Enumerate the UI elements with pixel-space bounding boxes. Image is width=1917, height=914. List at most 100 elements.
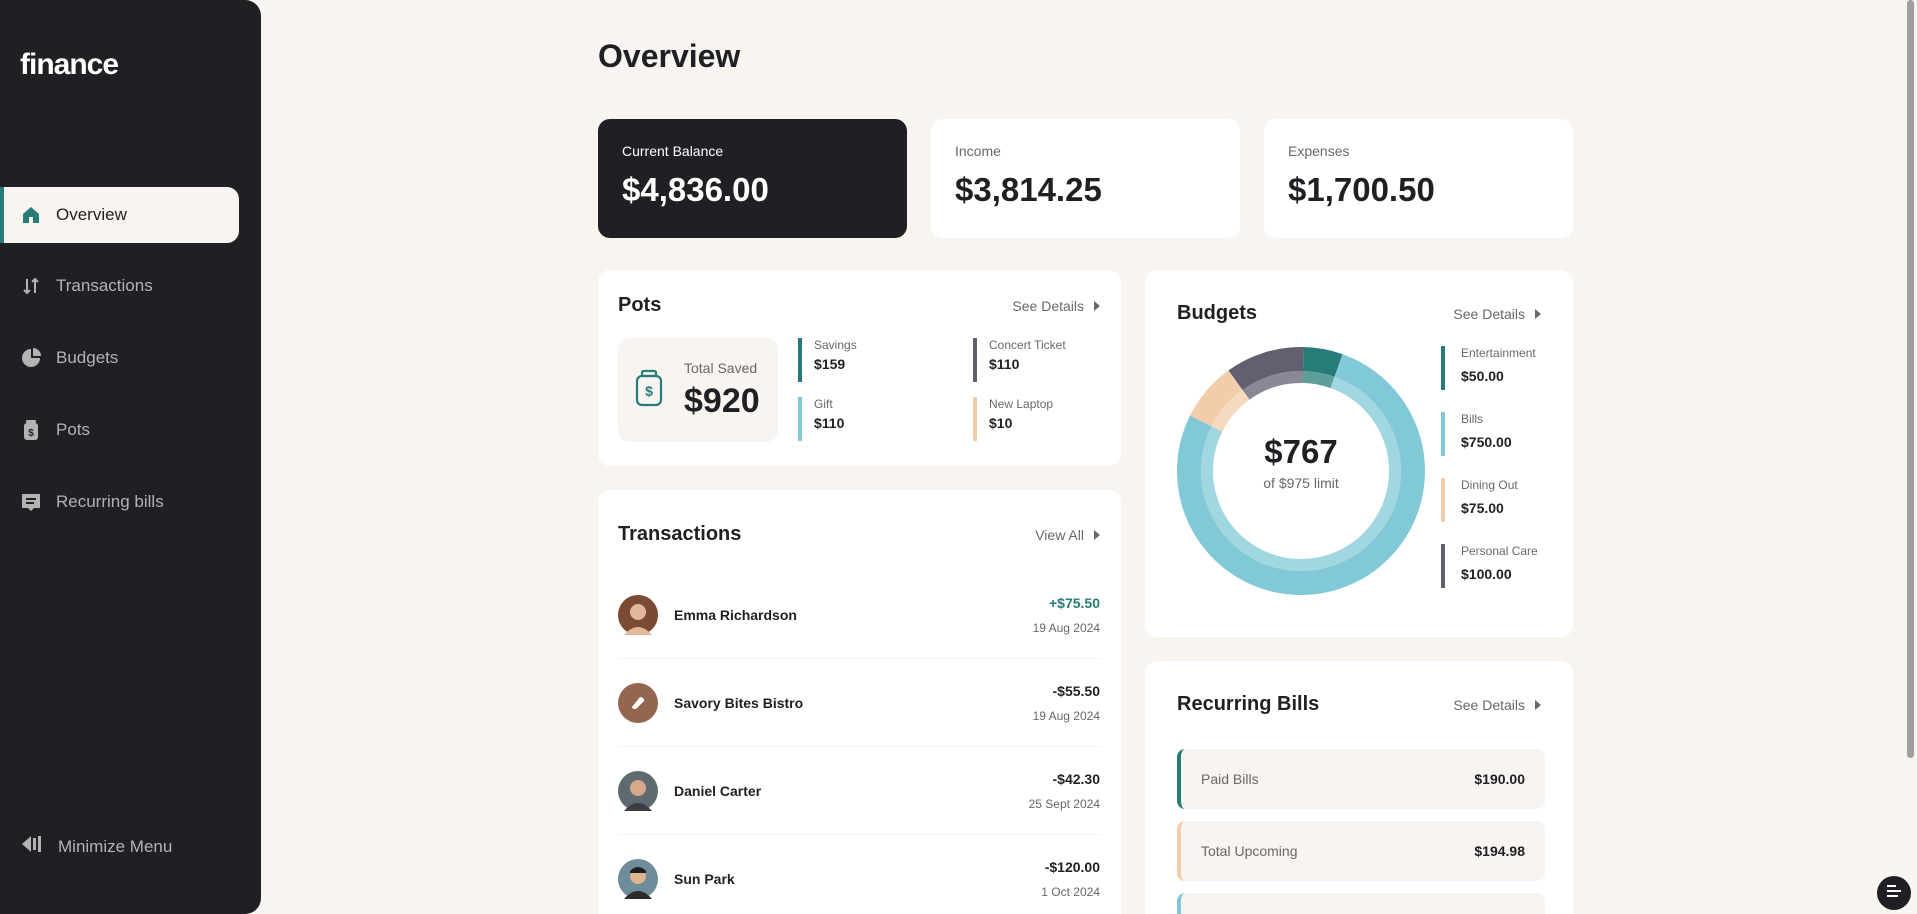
transaction-row[interactable]: Sun Park -$120.00 1 Oct 2024 bbox=[618, 835, 1100, 914]
pot-value: $110 bbox=[989, 356, 1020, 372]
sidebar-item-overview[interactable]: Overview bbox=[0, 187, 239, 243]
scrollbar-thumb[interactable] bbox=[1907, 0, 1914, 758]
transaction-date: 19 Aug 2024 bbox=[1032, 708, 1100, 723]
budget-legend-name: Dining Out bbox=[1461, 478, 1518, 492]
caret-right-icon bbox=[1094, 529, 1100, 540]
budget-legend-item: Bills $750.00 bbox=[1441, 412, 1512, 456]
pot-name: New Laptop bbox=[989, 397, 1054, 411]
pie-chart-icon bbox=[20, 347, 42, 369]
pot-item: Gift $110 bbox=[798, 397, 844, 441]
avatar bbox=[618, 594, 658, 635]
stat-label: Income bbox=[955, 143, 1001, 159]
page-scrollbar[interactable] bbox=[1904, 0, 1917, 914]
donut-segment-entertainment bbox=[1302, 347, 1343, 377]
svg-text:$: $ bbox=[28, 428, 34, 439]
budget-limit-label: of $975 limit bbox=[1263, 475, 1339, 491]
see-details-label: See Details bbox=[1453, 696, 1525, 713]
pots-card: Pots See Details $ Total Saved $920 Savi… bbox=[598, 270, 1121, 466]
donut-inner-segment-entertainment bbox=[1302, 371, 1335, 389]
budget-legend-item: Dining Out $75.00 bbox=[1441, 478, 1518, 522]
caret-right-icon bbox=[1535, 699, 1541, 710]
bill-row-name: Paid Bills bbox=[1201, 771, 1259, 787]
expenses-card: Expenses $1,700.50 bbox=[1264, 119, 1573, 238]
transaction-name: Savory Bites Bistro bbox=[674, 694, 804, 711]
budget-legend-name: Entertainment bbox=[1461, 346, 1536, 360]
sidebar-item-label: Transactions bbox=[56, 276, 153, 295]
stat-label: Current Balance bbox=[622, 143, 724, 159]
bill-summary-row bbox=[1177, 893, 1545, 914]
budgets-see-details-link[interactable]: See Details bbox=[1453, 306, 1541, 322]
page-title: Overview bbox=[598, 38, 741, 74]
sidebar-item-pots[interactable]: $ Pots bbox=[0, 402, 239, 458]
budget-legend-name: Personal Care bbox=[1461, 544, 1538, 558]
bill-summary-row: Total Upcoming $194.98 bbox=[1177, 821, 1545, 881]
donut-segment-personal-care bbox=[1228, 347, 1304, 390]
transaction-row[interactable]: Savory Bites Bistro -$55.50 19 Aug 2024 bbox=[618, 659, 1100, 747]
stat-value: $1,700.50 bbox=[1288, 171, 1435, 208]
app-logo: finance bbox=[20, 48, 119, 81]
avatar bbox=[618, 770, 658, 811]
arrow-left-icon bbox=[20, 834, 44, 859]
transaction-row[interactable]: Daniel Carter -$42.30 25 Sept 2024 bbox=[618, 747, 1100, 835]
budget-legend-value: $75.00 bbox=[1461, 500, 1504, 516]
income-card: Income $3,814.25 bbox=[931, 119, 1240, 238]
transactions-view-all-link[interactable]: View All bbox=[1035, 527, 1100, 543]
sidebar-item-recurring-bills[interactable]: Recurring bills bbox=[0, 474, 239, 530]
transaction-name: Sun Park bbox=[674, 871, 735, 887]
svg-text:$: $ bbox=[645, 383, 653, 399]
see-details-label: See Details bbox=[1012, 297, 1084, 314]
bill-summary-row: Paid Bills $190.00 bbox=[1177, 749, 1545, 809]
transaction-row[interactable]: Emma Richardson +$75.50 19 Aug 2024 bbox=[618, 571, 1100, 659]
recurring-see-details-link[interactable]: See Details bbox=[1453, 697, 1541, 713]
sidebar-item-label: Budgets bbox=[56, 348, 119, 367]
budgets-card: Budgets See Details $767 of $975 limit E… bbox=[1145, 270, 1573, 637]
budget-legend-name: Bills bbox=[1461, 412, 1484, 426]
transaction-amount: -$42.30 bbox=[1052, 770, 1100, 787]
sidebar-item-budgets[interactable]: Budgets bbox=[0, 330, 239, 386]
caret-right-icon bbox=[1535, 308, 1541, 319]
budget-legend-value: $50.00 bbox=[1461, 368, 1504, 384]
bread-icon bbox=[618, 682, 658, 723]
bill-row-value: $194.98 bbox=[1474, 843, 1525, 859]
jar-icon: $ bbox=[634, 369, 664, 412]
pot-value: $10 bbox=[989, 415, 1013, 431]
bill-row-value: $190.00 bbox=[1474, 771, 1525, 787]
stat-value: $4,836.00 bbox=[622, 171, 769, 208]
sidebar-item-label: Overview bbox=[56, 205, 127, 224]
pot-name: Savings bbox=[814, 338, 857, 352]
pot-name: Gift bbox=[814, 397, 833, 411]
minimize-menu-label: Minimize Menu bbox=[58, 836, 173, 856]
transactions-title: Transactions bbox=[618, 523, 742, 545]
recurring-bills-title: Recurring Bills bbox=[1177, 693, 1320, 715]
floating-menu-button[interactable] bbox=[1877, 876, 1911, 910]
home-icon bbox=[20, 204, 42, 226]
transaction-amount: +$75.50 bbox=[1049, 594, 1100, 611]
donut-segment-dining-out bbox=[1190, 370, 1243, 427]
transaction-name: Emma Richardson bbox=[674, 606, 797, 623]
bill-row-name: Total Upcoming bbox=[1201, 843, 1298, 859]
transaction-name: Daniel Carter bbox=[674, 782, 762, 799]
budgets-donut-chart bbox=[1177, 347, 1425, 595]
pot-name: Concert Ticket bbox=[989, 338, 1066, 352]
receipt-icon bbox=[20, 491, 42, 513]
pot-item: Concert Ticket $110 bbox=[973, 338, 1066, 382]
budget-legend-item: Entertainment $50.00 bbox=[1441, 346, 1536, 390]
budget-legend-value: $750.00 bbox=[1461, 434, 1512, 450]
minimize-menu-button[interactable]: Minimize Menu bbox=[20, 834, 172, 859]
pots-see-details-link[interactable]: See Details bbox=[1012, 298, 1100, 314]
total-saved-value: $920 bbox=[684, 381, 760, 420]
budget-legend-item: Personal Care $100.00 bbox=[1441, 544, 1538, 588]
list-icon bbox=[1886, 884, 1902, 903]
arrows-updown-icon bbox=[20, 275, 42, 297]
total-saved-box: $ Total Saved $920 bbox=[618, 338, 778, 442]
caret-right-icon bbox=[1094, 300, 1100, 311]
sidebar-item-transactions[interactable]: Transactions bbox=[0, 258, 239, 314]
sidebar-item-label: Recurring bills bbox=[56, 492, 164, 511]
avatar bbox=[618, 859, 658, 899]
transaction-amount: -$55.50 bbox=[1052, 682, 1100, 699]
transaction-date: 25 Sept 2024 bbox=[1028, 796, 1100, 811]
stat-value: $3,814.25 bbox=[955, 171, 1102, 208]
stat-label: Expenses bbox=[1288, 143, 1350, 159]
jar-icon: $ bbox=[20, 419, 42, 441]
budget-legend-value: $100.00 bbox=[1461, 566, 1512, 582]
